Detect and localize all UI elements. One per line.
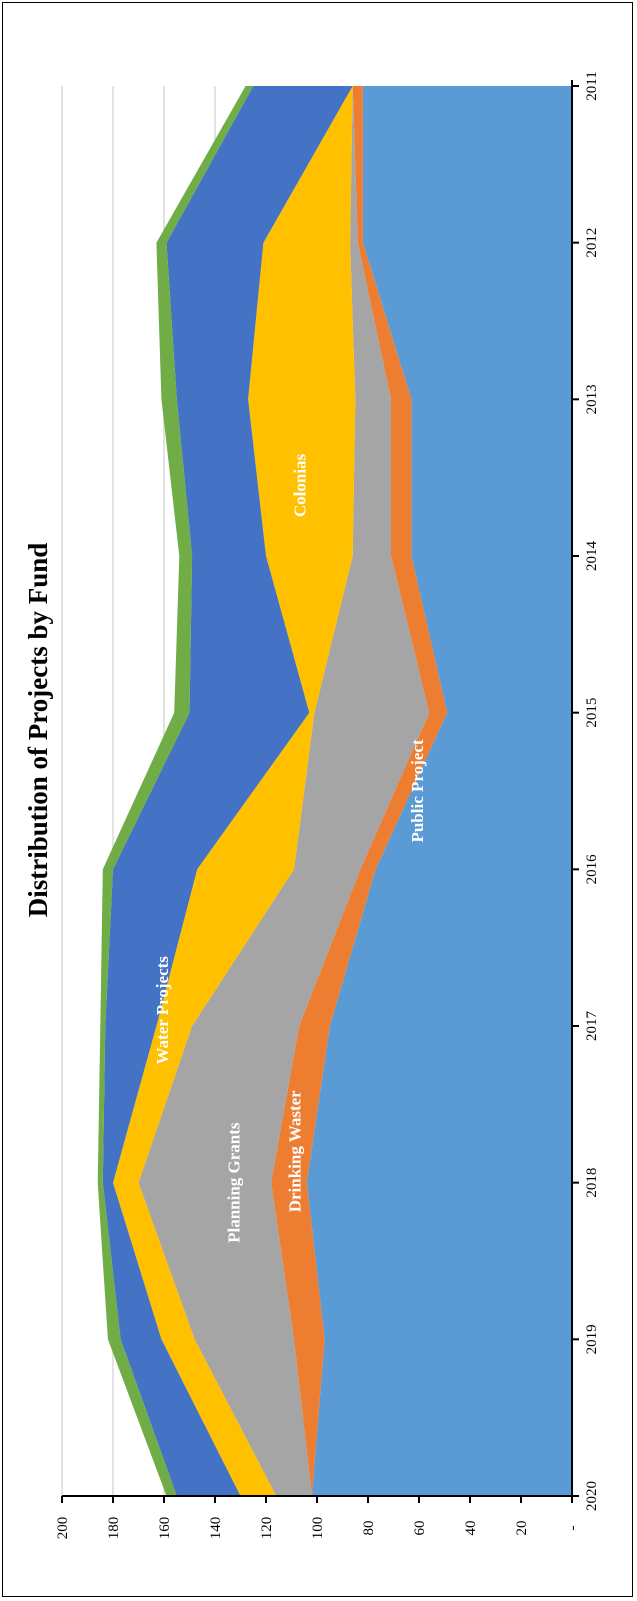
value-tick-label: 40 <box>463 1521 479 1536</box>
value-tick-label: 160 <box>157 1517 173 1540</box>
area-label-colonias: Colonias <box>291 453 310 517</box>
area-labels: Colonias Water Projects Planning Grants Dri… <box>153 453 427 1242</box>
area-label-public-project: Public Project <box>408 739 427 842</box>
area-colonias <box>113 86 356 1496</box>
category-tick-label: 2014 <box>584 541 600 572</box>
value-tick-label: 20 <box>514 1521 530 1536</box>
category-tick-label: 2020 <box>584 1481 600 1511</box>
axes: - 20 40 60 80 100 120 140 160 180 200 2011 2012 2013 2… <box>55 71 600 1539</box>
area-series <box>97 86 572 1496</box>
value-tick-label: 100 <box>310 1517 326 1540</box>
value-tick-label: 180 <box>106 1517 122 1540</box>
value-tick-label: 200 <box>55 1517 71 1540</box>
area-public-project <box>306 86 572 1496</box>
area-label-planning-grants: Planning Grants <box>224 1122 243 1243</box>
value-tick-label: 60 <box>412 1521 428 1536</box>
category-tick-label: 2016 <box>584 854 600 885</box>
area-water-projects <box>102 86 353 1496</box>
category-tick-label: 2017 <box>584 1011 600 1042</box>
area-drinking-waster <box>271 86 448 1496</box>
category-tick-label: 2018 <box>584 1168 600 1198</box>
area-label-water-projects: Water Projects <box>153 956 172 1065</box>
category-tick-label: 2011 <box>584 71 600 100</box>
category-tick-label: 2015 <box>584 698 600 728</box>
value-tick-label: 120 <box>259 1517 275 1540</box>
value-tick-label: 80 <box>361 1521 377 1536</box>
category-tick-label: 2019 <box>584 1324 600 1354</box>
area-label-drinking-waster: Drinking Waster <box>286 1090 305 1212</box>
value-tick-label: 140 <box>208 1517 224 1540</box>
area-planning-grants <box>138 86 430 1496</box>
chart-title: Distribution of Projects by Fund <box>23 543 53 918</box>
category-tick-label: 2013 <box>584 384 600 414</box>
category-tick-label: 2012 <box>584 228 600 258</box>
value-tick-label: - <box>565 1526 581 1531</box>
